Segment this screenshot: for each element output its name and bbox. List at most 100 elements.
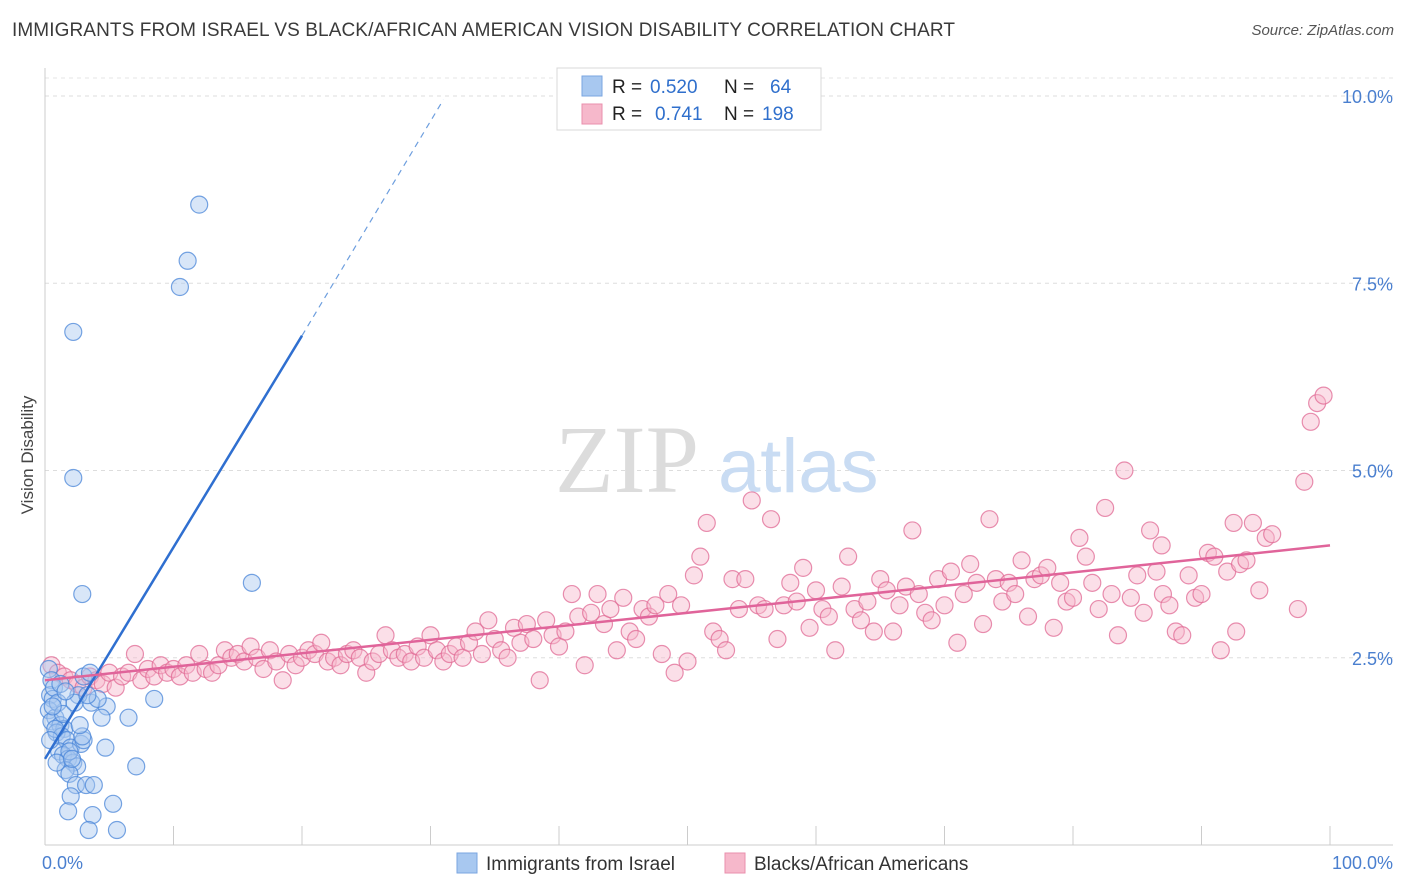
- israel-point-38: [170, 277, 190, 297]
- blacks-point-50: [363, 652, 382, 671]
- blacks-point-96: [659, 584, 678, 604]
- watermark: ZIP atlas: [555, 406, 879, 513]
- x-tick-labels: 0.0% 100.0%: [42, 853, 1393, 873]
- blacks-point-184: [1224, 513, 1243, 533]
- blacks-point-84: [582, 603, 601, 622]
- blacks-point-195: [1314, 386, 1333, 405]
- blacks-point-136: [916, 603, 935, 622]
- blacks-point-83: [575, 656, 594, 675]
- blacks-point-86: [594, 614, 614, 634]
- trendlines: [43, 99, 1331, 760]
- blacks-point-161: [1076, 547, 1095, 566]
- blacks-point-167: [1115, 461, 1134, 480]
- blacks-point-168: [1121, 588, 1140, 607]
- blacks-point-79: [549, 637, 569, 656]
- israel-point-41: [119, 708, 138, 727]
- blacks-point-172: [1147, 562, 1166, 581]
- blacks-point-194: [1308, 393, 1327, 413]
- blacks-point-109: [742, 491, 761, 510]
- blacks-point-49: [357, 663, 376, 682]
- blacks-point-173: [1153, 584, 1173, 604]
- blacks-point-25: [202, 663, 222, 682]
- blacks-point-113: [768, 629, 787, 649]
- israel-point-26: [84, 775, 103, 795]
- blacks-point-121: [819, 607, 838, 626]
- stats-r-value-israel: 0.520: [650, 77, 698, 98]
- blacks-point-88: [607, 641, 626, 660]
- blacks-point-87: [601, 599, 620, 619]
- blacks-point-103: [704, 622, 723, 641]
- blacks-point-176: [1173, 626, 1192, 645]
- blacks-point-45: [331, 656, 350, 675]
- israel-point-60: [60, 742, 79, 761]
- israel-point-62: [62, 749, 82, 768]
- israel-point-27: [61, 787, 80, 806]
- israel-point-56: [43, 697, 62, 716]
- blacks-point-192: [1295, 472, 1314, 491]
- blacks-point-164: [1096, 498, 1115, 518]
- blacks-point-95: [652, 644, 671, 664]
- israel-point-59: [70, 716, 89, 735]
- israel-point-42: [127, 757, 146, 776]
- y-tick-label-3: 10.0%: [1342, 87, 1393, 107]
- blacks-point-119: [806, 581, 826, 600]
- blacks-point-160: [1070, 528, 1089, 548]
- blacks-point-191: [1288, 599, 1307, 619]
- blacks-point-34: [260, 641, 279, 660]
- stats-legend-swatch-israel: [581, 75, 603, 97]
- blacks-point-47: [344, 641, 363, 660]
- blacks-point-108: [736, 570, 755, 589]
- blacks-trendline: [44, 544, 1331, 682]
- blacks-point-140: [941, 562, 961, 581]
- y-tick-label-2: 7.5%: [1352, 274, 1393, 294]
- israel-point-28: [59, 802, 78, 821]
- blacks-point-70: [492, 641, 511, 660]
- blacks-point-115: [781, 573, 800, 592]
- blacks-point-101: [691, 547, 710, 566]
- israel-point-40: [145, 689, 164, 709]
- blacks-point-94: [646, 596, 665, 615]
- israel-point-57: [56, 682, 75, 701]
- blacks-point-42: [312, 633, 331, 652]
- blacks-point-142: [954, 584, 973, 604]
- stats-legend: R = 0.520 N = 64 R = 0.741 N = 198: [556, 67, 822, 131]
- blacks-point-169: [1128, 566, 1147, 585]
- y-tick-label-1: 5.0%: [1352, 462, 1393, 482]
- chart-title: IMMIGRANTS FROM ISRAEL VS BLACK/AFRICAN …: [12, 20, 956, 41]
- israel-point-52: [96, 738, 115, 757]
- blacks-point-124: [839, 547, 858, 566]
- blacks-point-120: [813, 599, 832, 619]
- blacks-point-141: [948, 633, 967, 652]
- blacks-point-89: [614, 588, 633, 607]
- blacks-point-177: [1179, 566, 1198, 585]
- blacks-point-126: [851, 611, 871, 630]
- blacks-point-131: [883, 622, 903, 641]
- israel-point-32: [107, 820, 127, 840]
- blacks-point-151: [1012, 551, 1031, 570]
- blacks-point-99: [678, 652, 697, 671]
- blacks-point-165: [1102, 584, 1121, 604]
- blacks-point-137: [922, 611, 941, 630]
- blacks-point-152: [1018, 607, 1038, 626]
- blacks-point-162: [1083, 573, 1102, 592]
- blacks-point-197: [1152, 536, 1171, 555]
- blacks-point-75: [524, 629, 543, 649]
- x-tick-label-0: 0.0%: [42, 853, 83, 873]
- y-tick-label-0: 2.5%: [1352, 649, 1393, 669]
- blacks-point-188: [1250, 581, 1269, 600]
- israel-point-46: [88, 689, 107, 709]
- israel-point-24: [66, 775, 85, 795]
- blacks-point-90: [620, 622, 639, 641]
- israel-point-30: [104, 794, 123, 813]
- x-tick-label-1: 100.0%: [1332, 853, 1393, 873]
- israel-point-25: [77, 775, 96, 795]
- blacks-point-150: [1006, 584, 1025, 604]
- stats-legend-swatch-blacks: [581, 103, 603, 125]
- israel-point-37: [178, 251, 197, 270]
- israel-point-0: [39, 659, 58, 679]
- blacks-point-187: [1243, 513, 1263, 533]
- blacks-point-105: [716, 641, 736, 660]
- blacks-point-186: [1237, 551, 1256, 570]
- series-legend: Immigrants from Israel Blacks/African Am…: [456, 852, 968, 875]
